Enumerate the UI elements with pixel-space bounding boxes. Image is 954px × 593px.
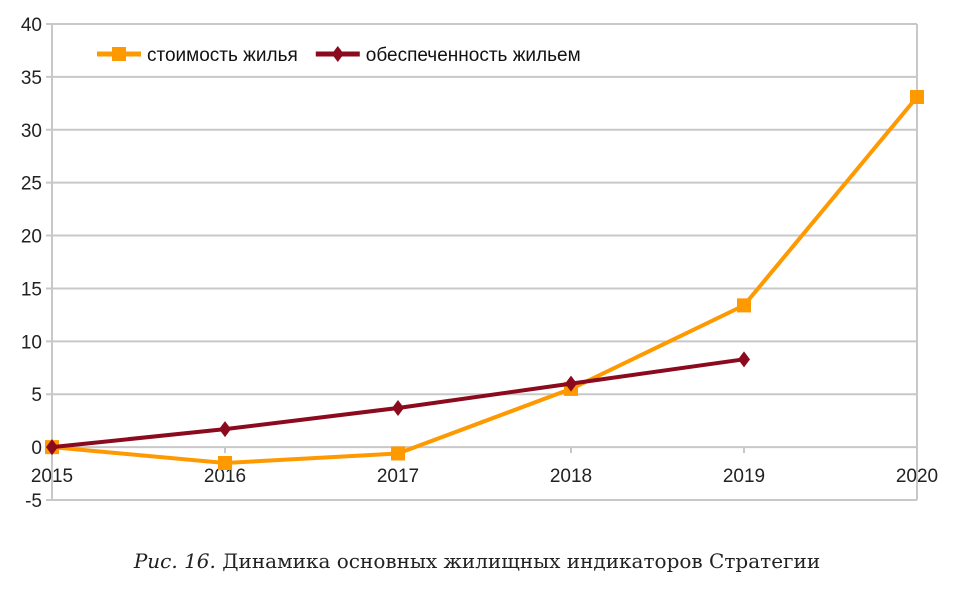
x-tick-label: 2017: [377, 466, 419, 487]
series-line: [51, 95, 919, 465]
figure-caption: Рис. 16. Динамика основных жилищных инди…: [0, 549, 954, 573]
data-point-diamond: [331, 46, 344, 62]
legend: стоимость жилья обеспеченность жильем: [97, 45, 581, 66]
y-tick-label: 10: [21, 332, 42, 353]
x-axis-ticks: 2015 2016 2017 2018 2019 2020: [31, 466, 938, 487]
y-axis-ticks: -5 0 5 10 15 20 25 30 35 40: [21, 15, 42, 512]
y-tick-label: 0: [31, 438, 42, 459]
y-tick-label: 40: [21, 15, 42, 36]
x-tick-label: 2020: [896, 466, 938, 487]
data-point-square: [218, 455, 232, 470]
x-tick-label: 2016: [204, 466, 246, 487]
data-point-square: [391, 446, 405, 461]
y-tick-label: 30: [21, 121, 42, 142]
x-tick-label: 2019: [723, 466, 765, 487]
data-point-diamond: [565, 375, 577, 392]
y-tick-label: 35: [21, 68, 42, 89]
y-tick-label: 20: [21, 227, 42, 248]
data-point-square: [112, 47, 126, 61]
legend-item: стоимость жилья: [97, 45, 298, 66]
series-housing-supply: [46, 351, 750, 456]
data-point-square: [737, 298, 751, 313]
legend-label: стоимость жилья: [147, 45, 298, 66]
data-point-diamond: [46, 439, 58, 456]
data-point-diamond: [392, 399, 404, 416]
series-group: [45, 89, 924, 470]
y-tick-label: 15: [21, 279, 42, 300]
legend-label: обеспеченность жильем: [366, 45, 581, 66]
x-tick-label: 2018: [550, 466, 592, 487]
grid: [46, 23, 918, 501]
data-point-diamond: [738, 351, 750, 368]
y-tick-label: 25: [21, 174, 42, 195]
legend-item: обеспеченность жильем: [315, 45, 581, 66]
caption-text: Динамика основных жилищных индикаторов С…: [215, 549, 821, 573]
data-point-square: [910, 89, 924, 104]
data-point-diamond: [219, 421, 231, 438]
series-housing-cost: [45, 89, 924, 470]
x-tick-label: 2015: [31, 466, 73, 487]
y-tick-label: -5: [25, 491, 42, 512]
caption-label: Рис. 16.: [133, 549, 216, 573]
y-tick-label: 5: [31, 385, 42, 406]
